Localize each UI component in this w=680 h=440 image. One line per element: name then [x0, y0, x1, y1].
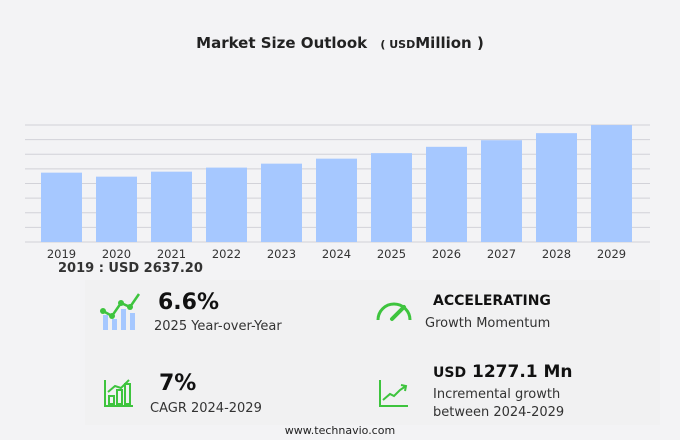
chart-title: Market Size Outlook ( USDMillion ) — [196, 34, 484, 52]
bar-2027 — [481, 140, 522, 242]
base-year-value: 2019 : USD 2637.20 — [58, 261, 203, 276]
x-tick-label: 2020 — [102, 247, 131, 260]
bar-2026 — [426, 146, 467, 242]
x-tick-label: 2029 — [597, 247, 626, 260]
cagr-label: CAGR 2024-2029 — [150, 401, 262, 416]
stats-panel — [85, 280, 660, 425]
bar-2021 — [151, 171, 192, 242]
x-tick-label: 2026 — [432, 247, 461, 260]
x-tick-label: 2022 — [212, 247, 241, 260]
title-million: Million — [415, 34, 472, 52]
bar-2022 — [206, 167, 247, 242]
bar-2024 — [316, 158, 357, 242]
bar-chart-icon — [104, 379, 133, 407]
x-tick-label: 2023 — [267, 247, 296, 260]
bar-chart: 2019 2020 2021 2022 2023 2024 2025 2026 2027 2028… — [25, 124, 650, 260]
incremental-label-1: Incremental growth — [433, 387, 561, 402]
x-tick-label: 2025 — [377, 247, 406, 260]
x-tick-label: 2021 — [157, 247, 186, 260]
title-main: Market Size Outlook — [196, 34, 368, 52]
line-chart-icon — [379, 380, 408, 407]
yoy-label: 2025 Year-over-Year — [154, 319, 282, 334]
momentum-label: Growth Momentum — [425, 316, 551, 331]
bar-2020 — [96, 176, 137, 242]
bar-2028 — [536, 133, 577, 242]
bar-2025 — [371, 153, 412, 242]
x-tick-label: 2019 — [47, 247, 76, 260]
bar-2023 — [261, 163, 302, 242]
speedometer-icon — [376, 302, 412, 321]
x-tick-label: 2028 — [542, 247, 571, 260]
footer-url: www.technavio.com — [284, 424, 396, 437]
title-unit: ( USD — [380, 38, 416, 51]
momentum-value: ACCELERATING — [433, 293, 551, 309]
x-tick-label: 2027 — [487, 247, 516, 260]
cagr-value: 7% — [159, 371, 197, 396]
incremental-label-2: between 2024-2029 — [433, 405, 565, 420]
bar-trend-icon — [100, 293, 141, 330]
bar-2029 — [591, 125, 632, 242]
yoy-value: 6.6% — [158, 290, 220, 315]
incremental-value: USD 1277.1 Mn — [433, 362, 573, 382]
bar-2019 — [41, 172, 82, 242]
x-tick-label: 2024 — [322, 247, 351, 260]
